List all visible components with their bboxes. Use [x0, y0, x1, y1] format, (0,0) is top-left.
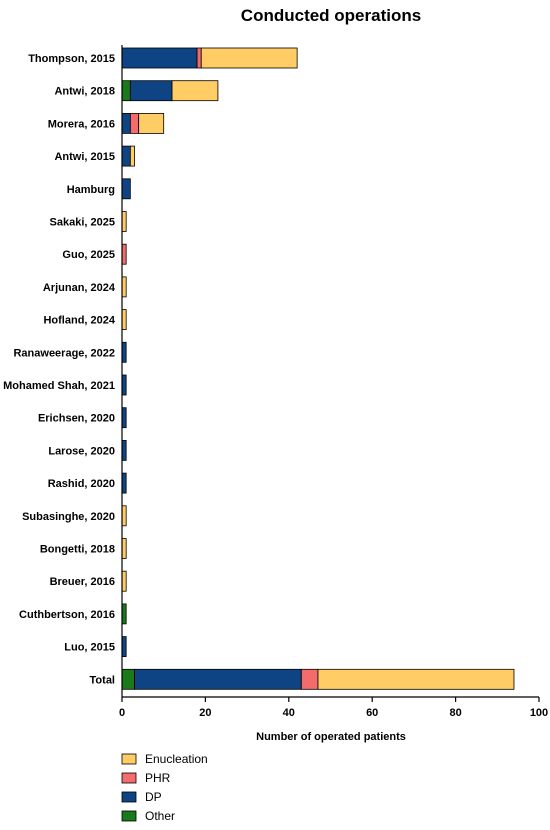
- category-label-arjunan-2024: Arjunan, 2024: [43, 282, 116, 294]
- category-label-sakaki-2025: Sakaki, 2025: [50, 217, 115, 229]
- legend-label-other: Other: [145, 809, 175, 823]
- category-label-cuthbertson-2016: Cuthbertson, 2016: [19, 609, 115, 621]
- x-axis-title: Number of operated patients: [256, 731, 406, 743]
- legend-swatch-dp: [121, 791, 137, 803]
- x-tick-label-60: 60: [366, 707, 378, 719]
- bar-dp-total: [134, 668, 302, 690]
- bar-phr-guo-2025: [121, 243, 127, 265]
- legend-label-phr: PHR: [145, 771, 171, 785]
- category-label-mohamed-shah-2021: Mohamed Shah, 2021: [3, 380, 115, 392]
- category-label-thompson-2015: Thompson, 2015: [28, 53, 115, 65]
- legend: Enucleation PHR DP Other: [121, 752, 208, 823]
- chart-title: Conducted operations: [241, 6, 421, 25]
- bar-enucleation-thompson-2015: [200, 47, 298, 69]
- bar-dp-erichsen-2020: [121, 407, 127, 429]
- bar-dp-thompson-2015: [121, 47, 198, 69]
- category-label-luo-2015: Luo, 2015: [64, 642, 115, 654]
- category-label-hofland-2024: Hofland, 2024: [43, 315, 115, 327]
- bar-other-total: [121, 668, 135, 690]
- bar-phr-morera-2016: [129, 113, 140, 134]
- legend-label-enucleation: Enucleation: [145, 752, 208, 766]
- bar-dp-ranaweerage-2022: [121, 341, 127, 363]
- x-axis-ticks: 0 20 40 60 80 100: [119, 697, 548, 719]
- bar-enucleation-antwi-2015: [129, 145, 135, 167]
- bar-dp-hamburg: [121, 178, 131, 200]
- bar-phr-thompson-2015: [196, 47, 202, 69]
- bar-dp-antwi-2015: [121, 145, 131, 167]
- bar-enucleation-hofland-2024: [121, 309, 127, 331]
- category-label-total: Total: [90, 674, 115, 686]
- x-tick-label-40: 40: [283, 707, 295, 719]
- bar-enucleation-total: [317, 668, 515, 690]
- x-tick-label-20: 20: [199, 707, 211, 719]
- legend-label-dp: DP: [145, 790, 162, 804]
- category-label-antwi-2018: Antwi, 2018: [54, 86, 115, 98]
- legend-swatch-other: [121, 810, 137, 822]
- category-label-subasinghe-2020: Subasinghe, 2020: [22, 511, 115, 523]
- x-tick-label-100: 100: [530, 707, 548, 719]
- bar-phr-total: [300, 668, 319, 690]
- bar-other-cuthbertson-2016: [121, 603, 127, 625]
- bar-enucleation-morera-2016: [138, 113, 165, 134]
- bar-dp-rashid-2020: [121, 472, 127, 494]
- category-label-ranaweerage-2022: Ranaweerage, 2022: [13, 347, 115, 359]
- category-label-erichsen-2020: Erichsen, 2020: [38, 413, 115, 425]
- category-label-antwi-2015: Antwi, 2015: [54, 151, 115, 163]
- bar-dp-morera-2016: [121, 113, 131, 134]
- bar-dp-luo-2015: [121, 636, 127, 657]
- legend-swatch-phr: [121, 772, 137, 784]
- category-label-breuer-2016: Breuer, 2016: [50, 576, 115, 588]
- bar-dp-larose-2020: [121, 439, 127, 461]
- category-label-larose-2020: Larose, 2020: [48, 445, 115, 457]
- bar-enucleation-sakaki-2025: [121, 211, 127, 232]
- bar-dp-antwi-2018: [129, 80, 173, 102]
- bar-dp-mohamed-shah-2021: [121, 374, 127, 396]
- category-label-guo-2025: Guo, 2025: [62, 249, 115, 261]
- x-tick-label-0: 0: [119, 707, 125, 719]
- bar-other-antwi-2018: [121, 80, 131, 102]
- x-tick-label-80: 80: [449, 707, 461, 719]
- bar-enucleation-subasinghe-2020: [121, 505, 127, 527]
- bar-enucleation-breuer-2016: [121, 570, 127, 592]
- bars-group: [121, 47, 515, 690]
- category-label-hamburg: Hamburg: [67, 184, 115, 196]
- category-label-bongetti-2018: Bongetti, 2018: [40, 544, 115, 556]
- bar-enucleation-arjunan-2024: [121, 276, 127, 298]
- legend-swatch-enucleation: [121, 753, 137, 765]
- category-label-morera-2016: Morera, 2016: [48, 118, 115, 130]
- bar-enucleation-antwi-2018: [171, 80, 219, 102]
- bar-enucleation-bongetti-2018: [121, 538, 127, 559]
- category-labels: Thompson, 2015 Antwi, 2018 Morera, 2016 Ant…: [3, 53, 116, 686]
- category-label-rashid-2020: Rashid, 2020: [48, 478, 115, 490]
